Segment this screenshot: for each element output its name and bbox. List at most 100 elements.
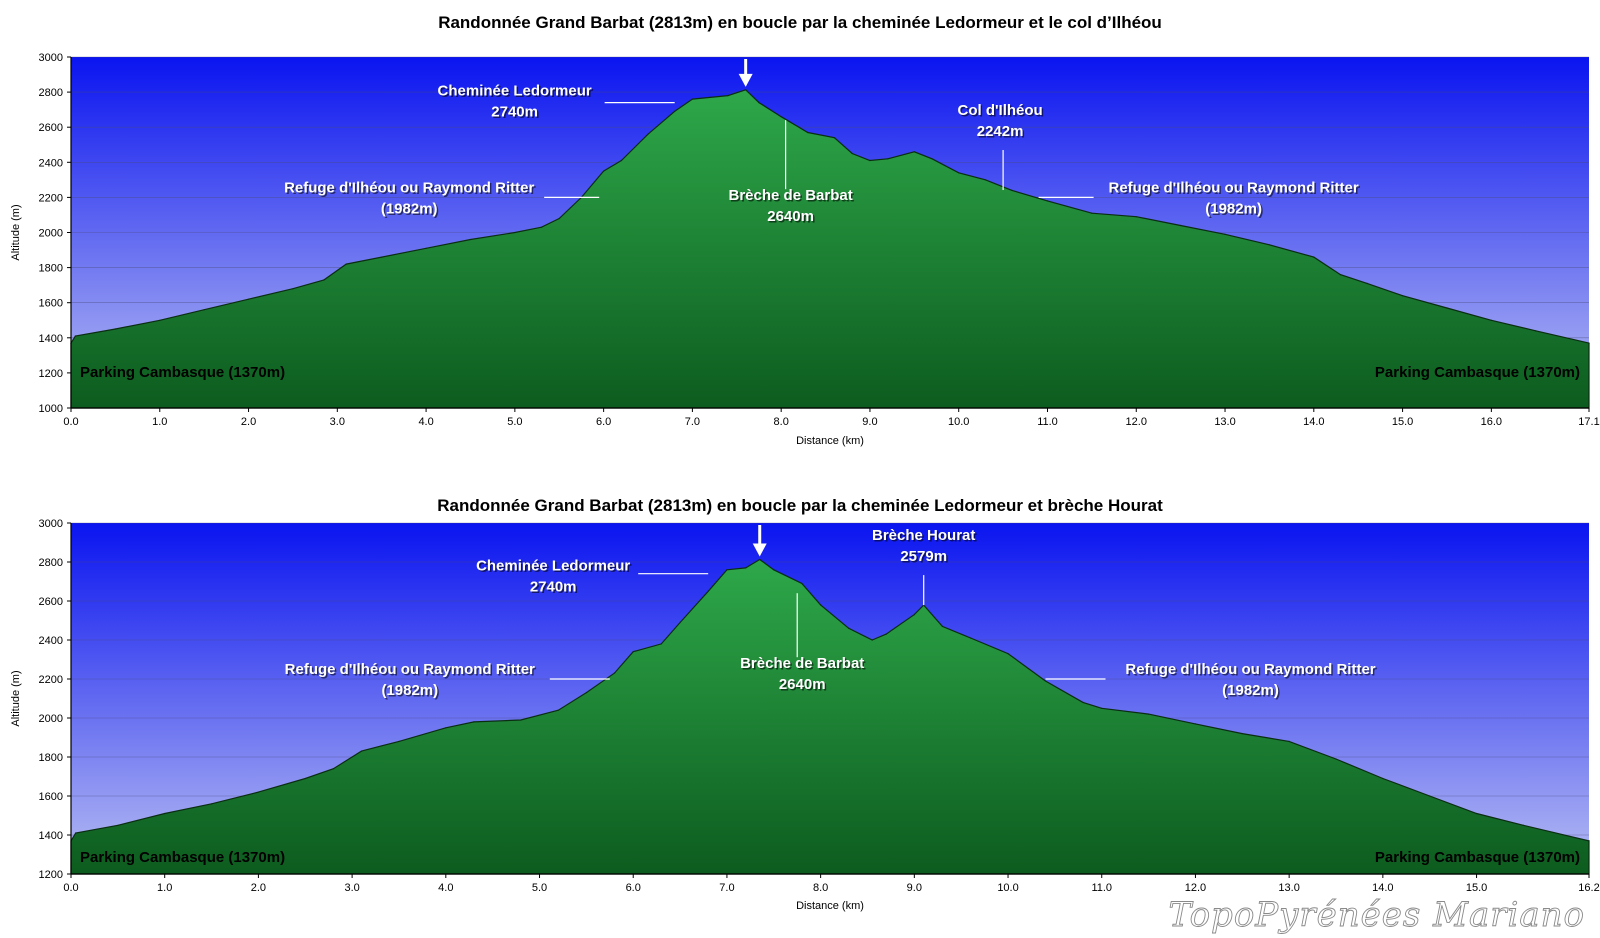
profile-point bbox=[660, 643, 662, 645]
profile-point bbox=[613, 672, 616, 674]
profile-point bbox=[869, 159, 871, 162]
profile-point bbox=[473, 721, 475, 723]
y-tick-label: 2600 bbox=[39, 122, 63, 134]
annotation-label: 2740m bbox=[491, 104, 538, 121]
annotation-shadow: Brèche Hourat bbox=[874, 529, 977, 546]
annotation-shadow: Cheminée Ledormeur bbox=[478, 559, 632, 576]
y-axis-label: Altitude (m) bbox=[10, 204, 22, 260]
x-tick-label: 15.0 bbox=[1392, 416, 1413, 428]
annotation-shadow: 2579m bbox=[902, 550, 949, 567]
profile-point bbox=[780, 116, 782, 118]
y-tick-label: 1600 bbox=[39, 298, 63, 310]
profile-point bbox=[1268, 244, 1270, 246]
profile-point bbox=[801, 582, 803, 585]
profile-point bbox=[75, 832, 77, 834]
profile-point bbox=[520, 719, 522, 721]
profile-point bbox=[1011, 189, 1013, 191]
profile-point bbox=[114, 328, 116, 330]
chart-title: Randonnée Grand Barbat (2813m) en boucle… bbox=[438, 13, 1162, 32]
profile-point bbox=[360, 750, 363, 752]
x-tick-label: 2.0 bbox=[241, 416, 256, 428]
profile-point bbox=[941, 625, 944, 628]
x-tick-label: 16.2 bbox=[1578, 882, 1599, 894]
profile-point bbox=[445, 727, 447, 729]
profile-point bbox=[647, 133, 649, 135]
x-tick-label: 10.0 bbox=[997, 882, 1018, 894]
profile-point bbox=[117, 824, 119, 826]
annotation-label: 2640m bbox=[767, 208, 814, 225]
y-tick-label: 1200 bbox=[39, 869, 63, 881]
profile-point bbox=[1522, 824, 1524, 826]
x-tick-label: 5.0 bbox=[532, 882, 547, 894]
start-label: Parking Cambasque (1370m) bbox=[80, 364, 285, 381]
profile-point bbox=[773, 569, 775, 571]
profile-point bbox=[304, 777, 306, 780]
x-tick-label: 3.0 bbox=[344, 882, 359, 894]
y-tick-label: 2800 bbox=[39, 557, 63, 569]
x-tick-label: 13.0 bbox=[1278, 882, 1299, 894]
annotation-label: 2640m bbox=[779, 676, 826, 693]
profile-point bbox=[1082, 701, 1084, 704]
annotation-label: (1982m) bbox=[381, 682, 438, 699]
profile-point bbox=[558, 217, 560, 220]
y-tick-label: 2000 bbox=[39, 713, 63, 725]
profile-point bbox=[674, 110, 676, 112]
annotation-label: Cheminée Ledormeur bbox=[438, 83, 592, 100]
profile-point bbox=[1241, 733, 1243, 735]
profile-point bbox=[1288, 740, 1290, 743]
profile-point bbox=[1535, 330, 1537, 332]
end-label: Parking Cambasque (1370m) bbox=[1375, 364, 1580, 381]
y-tick-label: 1000 bbox=[39, 403, 63, 415]
x-tick-label: 11.0 bbox=[1091, 882, 1112, 894]
annotation-label: Refuge d'Ilhéou ou Raymond Ritter bbox=[285, 661, 535, 678]
y-tick-label: 2000 bbox=[39, 228, 63, 240]
x-tick-label: 5.0 bbox=[507, 416, 522, 428]
annotation-shadow: Refuge d'Ilhéou ou Raymond Ritter bbox=[1110, 181, 1360, 198]
x-tick-label: 0.0 bbox=[63, 882, 78, 894]
profile-point bbox=[332, 768, 334, 770]
annotation-label: (1982m) bbox=[1222, 682, 1279, 699]
profile-point bbox=[164, 812, 166, 815]
x-axis-label: Distance (km) bbox=[796, 435, 864, 447]
x-tick-label: 17.1 bbox=[1578, 416, 1599, 428]
x-tick-label: 1.0 bbox=[152, 416, 167, 428]
annotation-shadow: Refuge d'Ilhéou ou Raymond Ritter bbox=[286, 181, 536, 198]
x-tick-label: 4.0 bbox=[438, 882, 453, 894]
profile-point bbox=[292, 288, 294, 290]
x-tick-label: 8.0 bbox=[813, 882, 828, 894]
profile-point bbox=[425, 247, 427, 249]
profile-point bbox=[851, 152, 853, 155]
profile-point bbox=[585, 692, 588, 694]
annotation-label: Refuge d'Ilhéou ou Raymond Ritter bbox=[1125, 661, 1375, 678]
y-tick-label: 2200 bbox=[39, 192, 63, 204]
x-tick-label: 1.0 bbox=[157, 882, 172, 894]
x-tick-label: 8.0 bbox=[774, 416, 789, 428]
x-tick-label: 9.0 bbox=[862, 416, 877, 428]
end-label: Parking Cambasque (1370m) bbox=[1375, 849, 1580, 866]
annotation-label: Refuge d'Ilhéou ou Raymond Ritter bbox=[1108, 179, 1358, 196]
profile-point bbox=[620, 159, 623, 162]
annotation-label: (1982m) bbox=[381, 200, 438, 217]
annotation-shadow: (1982m) bbox=[1224, 684, 1281, 701]
profile-point bbox=[833, 137, 836, 139]
annotation-shadow: 2242m bbox=[978, 125, 1025, 142]
profile-point bbox=[345, 263, 347, 265]
profile-point bbox=[1091, 212, 1093, 214]
profile-point bbox=[1101, 707, 1103, 709]
profile-chart-2: Randonnée Grand Barbat (2813m) en boucle… bbox=[10, 496, 1600, 912]
annotation-shadow: (1982m) bbox=[383, 684, 440, 701]
y-tick-label: 2400 bbox=[39, 157, 63, 169]
start-label: Parking Cambasque (1370m) bbox=[80, 849, 285, 866]
profile-point bbox=[257, 791, 259, 793]
profile-point bbox=[211, 803, 213, 805]
x-tick-label: 16.0 bbox=[1481, 416, 1502, 428]
x-tick-label: 9.0 bbox=[907, 882, 922, 894]
profile-point bbox=[885, 633, 887, 635]
profile-point bbox=[159, 319, 161, 321]
y-tick-label: 1800 bbox=[39, 263, 63, 275]
profile-point bbox=[323, 279, 325, 281]
profile-point bbox=[679, 621, 681, 624]
y-tick-label: 3000 bbox=[39, 518, 63, 530]
annotation-label: Refuge d'Ilhéou ou Raymond Ritter bbox=[284, 179, 534, 196]
